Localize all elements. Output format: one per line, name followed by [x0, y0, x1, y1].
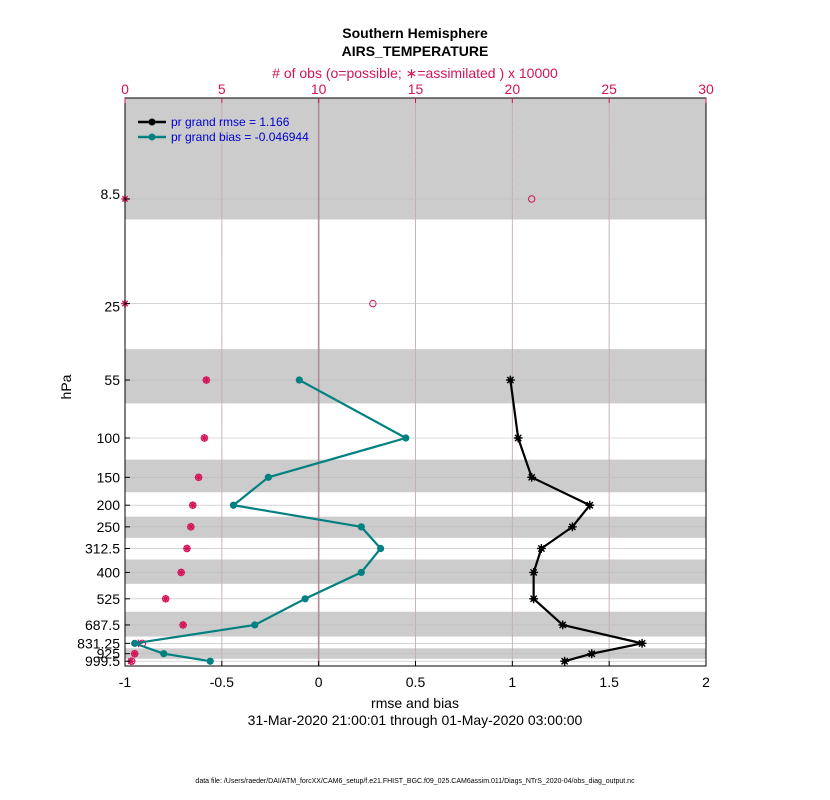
rmse-point-star-7	[529, 594, 539, 604]
y-tick-label-5: 200	[97, 497, 121, 513]
x-axis-label: rmse and bias	[371, 695, 459, 711]
rmse-point-star-1	[513, 433, 523, 443]
y-tick-label-3: 100	[97, 430, 121, 446]
series-line-1	[133, 379, 407, 663]
obs-assimilated-marker-7	[183, 544, 191, 553]
bias-point-6	[357, 568, 365, 577]
bias-point-0	[295, 376, 303, 384]
obs-assimilated-marker-2	[202, 376, 211, 384]
bias-point-2	[264, 473, 272, 481]
top-tick-label-6: 30	[698, 81, 714, 97]
rmse-point-star-4	[567, 522, 577, 532]
top-tick-label-2: 10	[311, 81, 327, 97]
bias-point-11	[206, 657, 214, 665]
top-axis-label: # of obs (o=possible; ∗=assimilated ) x …	[272, 65, 558, 81]
x-tick-label-1: -0.5	[210, 674, 234, 690]
data-series	[131, 375, 647, 666]
chart-title: Southern Hemisphere	[342, 25, 488, 41]
bias-point-4	[357, 523, 365, 531]
y-tick-label-9: 525	[97, 591, 121, 607]
rmse-point-star-5	[536, 544, 546, 553]
bias-point-1	[402, 434, 410, 442]
top-tick-label-5: 25	[601, 81, 617, 97]
legend-bias-marker	[148, 133, 156, 141]
top-tick-label-3: 15	[408, 81, 424, 97]
date-range-label: 31-Mar-2020 21:00:01 through 01-May-2020…	[248, 712, 583, 728]
rmse-point-star-0	[505, 375, 515, 385]
top-tick-label-1: 5	[218, 81, 226, 97]
rmse-point-star-3	[585, 500, 595, 510]
legend-rmse-marker	[148, 118, 156, 126]
y-tick-label-13: 999.5	[85, 653, 120, 669]
x-tick-label-6: 2	[702, 674, 710, 690]
obs-assimilated-marker-5	[188, 501, 197, 510]
bias-point-3	[229, 501, 238, 509]
top-tick-label-0: 0	[121, 81, 129, 97]
y-tick-label-2: 55	[104, 372, 120, 388]
obs-assimilated-marker-8	[177, 568, 185, 577]
rmse-point-star-6	[529, 568, 539, 577]
x-tick-label-0: -1	[119, 674, 132, 690]
bias-point-7	[301, 595, 309, 603]
y-tick-label-12: 925	[97, 646, 121, 662]
obs-count-markers	[121, 195, 536, 666]
y-tick-label-11: 831.25	[77, 635, 120, 651]
axis-ticks: -1 -0.5 0 0.5 1 1.5 20 5 10 15 20 25 308.52555100150…	[77, 81, 714, 690]
bias-point-5	[377, 544, 385, 553]
y-tick-label-6: 250	[97, 519, 121, 535]
obs-assimilated-marker-4	[194, 473, 203, 482]
bias-point-10	[160, 650, 168, 658]
bias-point-8	[251, 621, 259, 629]
y-tick-label-8: 400	[97, 564, 121, 580]
y-tick-label-0: 8.5	[101, 186, 121, 202]
rmse-point-star-9	[637, 638, 647, 648]
y-tick-label-10: 687.5	[85, 617, 120, 633]
obs-possible-marker-1	[369, 299, 377, 308]
obs-assimilated-marker-10	[179, 621, 187, 629]
x-tick-label-3: 0.5	[406, 674, 426, 690]
y-tick-label-7: 312.5	[85, 540, 120, 556]
obs-assimilated-marker-9	[161, 594, 170, 603]
rmse-point-star-11	[560, 656, 570, 666]
y-tick-label-4: 150	[97, 469, 121, 485]
y-axis-label: hPa	[58, 374, 74, 399]
obs-assimilated-marker-12	[130, 649, 139, 658]
x-tick-label-4: 1	[508, 674, 516, 690]
rmse-point-star-2	[527, 472, 537, 482]
obs-assimilated-marker-3	[200, 434, 209, 442]
data-file-footer: data file: /Users/raeder/DAI/ATM_forcXX/…	[195, 778, 635, 785]
x-tick-label-5: 1.5	[599, 674, 619, 690]
x-tick-label-2: 0	[315, 674, 323, 690]
top-tick-label-4: 20	[505, 81, 521, 97]
bias-point-9	[131, 639, 139, 647]
series-line-0	[509, 379, 644, 663]
rmse-point-star-10	[587, 649, 597, 659]
legend-rmse-label: pr grand rmse = 1.166	[171, 115, 290, 129]
legend-bias-label: pr grand bias = -0.046944	[171, 130, 309, 144]
legend: pr grand rmse = 1.166 pr grand bias = -0…	[138, 115, 309, 144]
obs-assimilated-marker-6	[187, 523, 195, 531]
obs-possible-marker-0	[528, 195, 536, 203]
y-tick-label-1: 25	[104, 299, 120, 315]
rmse-point-star-8	[558, 620, 568, 630]
chart-subtitle: AIRS_TEMPERATURE	[342, 43, 489, 59]
